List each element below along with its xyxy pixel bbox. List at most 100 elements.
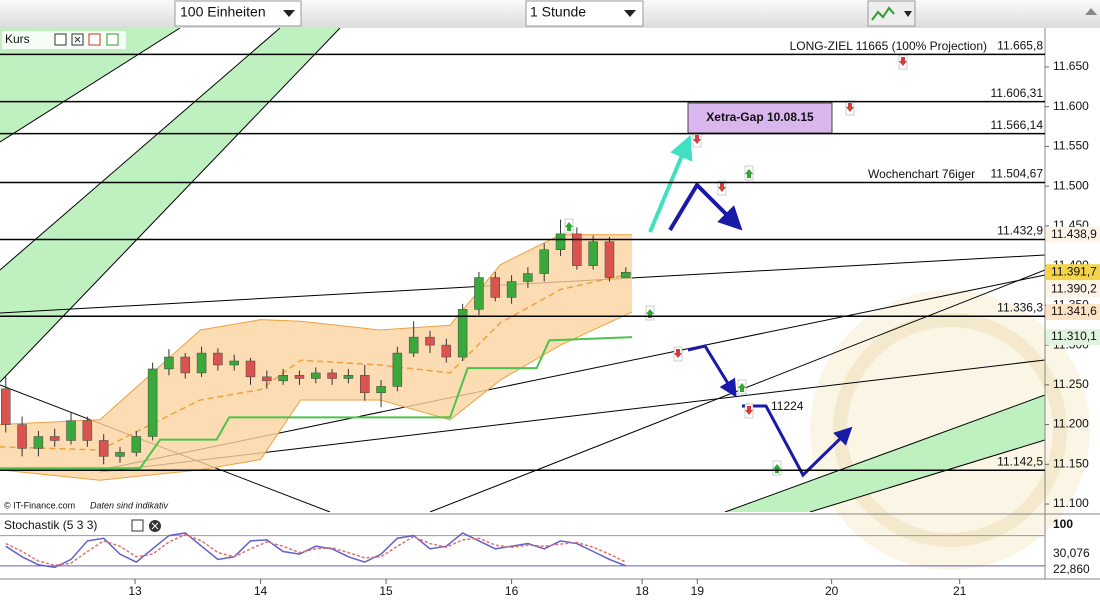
buy-signal <box>645 305 655 321</box>
candle-body <box>621 271 631 278</box>
projection-arrow <box>764 405 853 478</box>
trendline <box>429 269 1045 512</box>
y-tick-label: 11.250 <box>1053 377 1089 391</box>
candle-body <box>506 281 517 298</box>
candle-body <box>441 344 452 358</box>
projection-arrow <box>687 344 737 398</box>
candle-body <box>278 375 288 382</box>
stoch-marker-label: 22,860 <box>1053 562 1090 576</box>
x-tick-label: 14 <box>254 584 268 598</box>
price-marker-label: 11.438,9 <box>1051 227 1097 241</box>
candle-body <box>1 388 11 425</box>
panel-tools[interactable] <box>131 519 161 532</box>
buy-signal <box>737 379 747 395</box>
candle-body <box>490 277 501 298</box>
annotation: 11224 <box>771 399 804 413</box>
stoch-marker-label: 30,076 <box>1053 546 1090 560</box>
candle-body <box>457 309 468 358</box>
candle-body <box>588 241 598 266</box>
disclaimer: Daten sind indikativ <box>90 500 169 510</box>
x-tick-label: 13 <box>128 584 142 598</box>
sell-signal <box>673 346 683 362</box>
x-tick-label: 15 <box>379 584 393 598</box>
candle-body <box>82 420 93 441</box>
candle-body <box>392 352 403 387</box>
price-marker <box>1046 264 1100 281</box>
buy-signal <box>772 460 782 476</box>
candle-body <box>180 356 191 374</box>
projection-arrow <box>648 134 693 233</box>
x-tick-label: 19 <box>691 584 705 598</box>
level-label: 11.336,3 <box>997 300 1043 314</box>
price-marker-label: 11.390,2 <box>1051 281 1097 295</box>
candle-body <box>376 386 386 394</box>
y-tick-label: 11.100 <box>1053 496 1089 510</box>
scroll-up[interactable] <box>1085 8 1097 15</box>
candle-body <box>539 249 549 274</box>
annotation: LONG-ZIEL 11665 (100% Projection) <box>790 39 987 53</box>
level-label: 11.504,67 <box>991 167 1044 181</box>
price-marker <box>1046 281 1100 298</box>
candle-body <box>17 424 27 449</box>
bollinger-band <box>0 234 633 481</box>
bollinger-middle <box>0 272 633 451</box>
trendline <box>809 439 1045 512</box>
price-marker <box>1046 304 1100 321</box>
units-label: 100 Einheiten <box>180 4 266 20</box>
trendline <box>0 28 341 383</box>
annotation: Wochenchart 76iger <box>868 167 975 181</box>
level-label: 11.606,31 <box>991 86 1044 100</box>
candle-body <box>327 372 337 379</box>
copyright: © IT-Finance.com <box>4 500 75 510</box>
sell-signal <box>692 132 702 148</box>
candle-body <box>131 436 142 453</box>
candle-body <box>311 372 321 379</box>
price-marker <box>1046 329 1100 346</box>
panel-title: Stochastik (5 3 3) <box>4 518 97 532</box>
y-tick-label: 11.150 <box>1053 456 1089 470</box>
y-tick-label: 100 <box>1053 517 1073 531</box>
y-tick-label: 11.650 <box>1053 59 1089 73</box>
candle-body <box>262 376 272 382</box>
y-tick-label: 11.200 <box>1053 417 1089 431</box>
price-marker-label: 11.341,6 <box>1051 304 1097 318</box>
candle-body <box>147 368 158 437</box>
candle-body <box>229 360 239 366</box>
panel-tools[interactable] <box>54 33 119 46</box>
trendline <box>0 28 281 271</box>
y-tick-label: 11.550 <box>1053 139 1089 153</box>
candle-body <box>572 233 582 266</box>
candle-body <box>359 375 370 394</box>
level-label: 11.665,8 <box>997 39 1043 53</box>
trendline <box>0 28 181 143</box>
price-marker-label: 11.310,1 <box>1051 329 1097 343</box>
candle-body <box>343 375 354 379</box>
trendline <box>724 394 1045 512</box>
bollinger-lower <box>0 311 633 481</box>
units-dropdown[interactable]: 100 Einheiten <box>174 0 302 27</box>
projection-arrow <box>668 181 743 232</box>
stop-line <box>0 336 633 470</box>
indicator-button[interactable] <box>867 0 916 27</box>
buy-signal <box>744 165 754 181</box>
candle-body <box>474 277 484 310</box>
gap-box <box>687 102 833 134</box>
candle-body <box>98 440 109 457</box>
x-tick-label: 20 <box>825 584 839 598</box>
sell-signal <box>744 403 754 419</box>
candle-body <box>33 436 44 449</box>
stoch-line <box>5 533 627 567</box>
level-label: 11.566,14 <box>991 118 1044 132</box>
buy-signal <box>564 218 574 234</box>
x-tick-label: 18 <box>635 584 649 598</box>
panel-title: Kurs <box>5 32 30 46</box>
interval-dropdown[interactable]: 1 Stunde <box>525 0 644 27</box>
candle-body <box>49 436 60 441</box>
candle-body <box>523 273 533 282</box>
candle-body <box>164 356 174 370</box>
candle-body <box>115 452 125 457</box>
candle-body <box>555 233 566 250</box>
x-tick-label: 16 <box>505 584 519 598</box>
candle-body <box>196 352 207 374</box>
